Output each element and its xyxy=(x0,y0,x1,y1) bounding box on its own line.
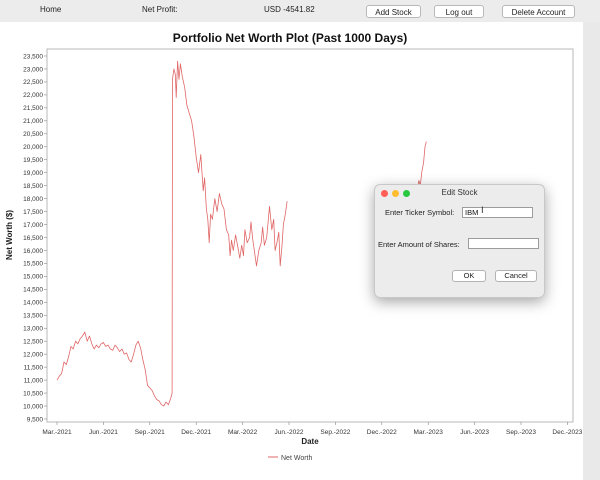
net-worth-series-line-0 xyxy=(56,60,288,407)
y-tick-label: 10,000 xyxy=(23,403,43,410)
x-tick-label: Jun.-2021 xyxy=(89,429,118,436)
home-link[interactable]: Home xyxy=(40,5,62,14)
y-axis: 9,500 10,000 10,500 11,000 11,500 12,000 12,50… xyxy=(23,53,47,423)
shares-label: Enter Amount of Shares: xyxy=(378,240,460,249)
y-tick-label: 13,000 xyxy=(23,326,43,333)
x-tick-label: Sep.-2022 xyxy=(320,429,350,436)
y-tick-label: 12,500 xyxy=(23,339,43,346)
chart-title: Portfolio Net Worth Plot (Past 1000 Days… xyxy=(173,31,408,45)
close-window-icon[interactable] xyxy=(381,190,388,197)
zoom-window-icon[interactable] xyxy=(403,190,410,197)
x-tick-label: Mar.-2023 xyxy=(414,429,444,436)
y-tick-label: 21,000 xyxy=(23,118,43,125)
y-tick-label: 15,000 xyxy=(23,274,43,281)
side-strip xyxy=(583,22,600,480)
y-tick-label: 21,500 xyxy=(23,105,43,112)
net-profit-value: USD -4541.82 xyxy=(264,5,315,14)
y-tick-label: 13,500 xyxy=(23,313,43,320)
x-tick-label: Dec.-2022 xyxy=(367,429,397,436)
delete-account-button[interactable]: Delete Account xyxy=(502,5,575,18)
y-axis-label: Net Worth ($) xyxy=(5,210,14,260)
y-tick-label: 11,000 xyxy=(24,377,44,384)
y-tick-label: 14,000 xyxy=(23,300,43,307)
x-tick-label: Dec.-2023 xyxy=(552,429,582,436)
y-tick-label: 15,500 xyxy=(23,261,43,268)
top-toolbar: Home Net Profit: USD -4541.82 Add Stock … xyxy=(0,0,600,22)
x-tick-label: Mar.-2021 xyxy=(42,429,72,436)
y-tick-label: 14,500 xyxy=(23,287,43,294)
ticker-input[interactable] xyxy=(462,207,533,218)
edit-stock-dialog: Edit Stock Enter Ticker Symbol: Enter Am… xyxy=(374,184,545,298)
cancel-button[interactable]: Cancel xyxy=(495,270,537,282)
legend-entry: Net Worth xyxy=(281,455,312,462)
y-tick-label: 18,000 xyxy=(23,196,43,203)
minimize-window-icon[interactable] xyxy=(392,190,399,197)
y-tick-label: 22,000 xyxy=(23,92,43,99)
y-tick-label: 23,500 xyxy=(23,53,43,60)
y-tick-label: 9,500 xyxy=(27,416,44,423)
legend: Net Worth xyxy=(268,455,312,462)
y-tick-label: 16,000 xyxy=(23,248,43,255)
y-tick-label: 11,500 xyxy=(24,364,44,371)
y-tick-label: 20,000 xyxy=(23,144,43,151)
y-tick-label: 17,500 xyxy=(23,209,43,216)
x-tick-label: Dec.-2021 xyxy=(181,429,211,436)
y-tick-label: 12,000 xyxy=(23,351,43,358)
ok-button[interactable]: OK xyxy=(452,270,486,282)
y-tick-label: 20,500 xyxy=(23,131,43,138)
x-tick-label: Mar.-2022 xyxy=(228,429,258,436)
ticker-label: Enter Ticker Symbol: xyxy=(385,208,455,217)
y-tick-label: 18,500 xyxy=(23,183,43,190)
x-tick-label: Sep.-2021 xyxy=(135,429,165,436)
y-tick-label: 17,000 xyxy=(23,222,43,229)
y-tick-label: 10,500 xyxy=(23,390,43,397)
dialog-title: Edit Stock xyxy=(441,188,478,197)
y-tick-label: 19,000 xyxy=(23,170,43,177)
shares-input[interactable] xyxy=(468,238,539,249)
x-tick-label: Jun.-2022 xyxy=(275,429,304,436)
y-tick-label: 22,500 xyxy=(23,79,43,86)
y-tick-label: 16,500 xyxy=(23,235,43,242)
text-cursor-icon: I xyxy=(481,206,484,216)
y-tick-label: 19,500 xyxy=(23,157,43,164)
y-tick-label: 23,000 xyxy=(23,66,43,73)
x-tick-label: Sep.-2023 xyxy=(506,429,536,436)
add-stock-button[interactable]: Add Stock xyxy=(366,5,421,18)
x-tick-label: Jun.-2023 xyxy=(460,429,489,436)
x-axis-label: Date xyxy=(301,437,319,446)
x-axis: Mar.-2021 Jun.-2021 Sep.-2021 Dec.-2021 Mar.… xyxy=(42,422,583,436)
logout-button[interactable]: Log out xyxy=(434,5,484,18)
net-profit-label: Net Profit: xyxy=(142,5,178,14)
